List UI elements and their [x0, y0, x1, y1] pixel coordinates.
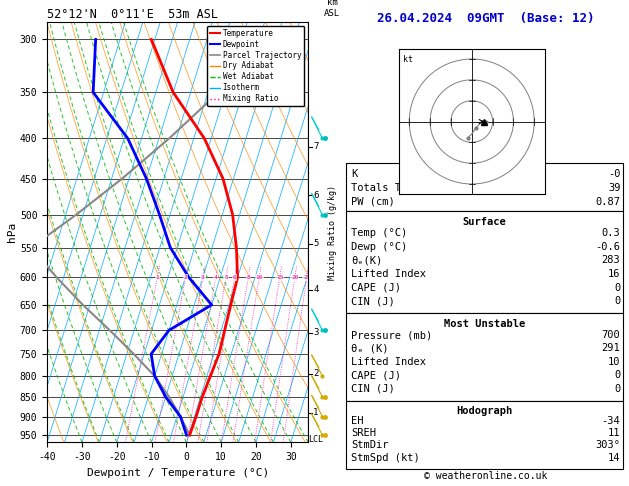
Text: © weatheronline.co.uk: © weatheronline.co.uk — [424, 471, 548, 481]
Text: kt: kt — [403, 55, 413, 64]
Text: Dewp (°C): Dewp (°C) — [352, 242, 408, 252]
Text: 3: 3 — [201, 275, 205, 280]
Text: CIN (J): CIN (J) — [352, 384, 395, 394]
Text: 303°: 303° — [596, 440, 620, 451]
Text: 52°12'N  0°11'E  53m ASL: 52°12'N 0°11'E 53m ASL — [47, 8, 218, 21]
Text: Hodograph: Hodograph — [457, 406, 513, 416]
Bar — [346, 211, 623, 313]
Text: 700: 700 — [602, 330, 620, 340]
Text: θₑ (K): θₑ (K) — [352, 344, 389, 353]
Text: Surface: Surface — [462, 217, 506, 227]
Text: 3: 3 — [313, 328, 319, 337]
Text: 283: 283 — [602, 256, 620, 265]
Text: Lifted Index: Lifted Index — [352, 269, 426, 279]
Text: 6: 6 — [233, 275, 237, 280]
Text: Pressure (mb): Pressure (mb) — [352, 330, 433, 340]
Text: 0: 0 — [614, 296, 620, 306]
Bar — [346, 401, 623, 469]
Text: 14: 14 — [608, 453, 620, 463]
Text: 25: 25 — [303, 275, 311, 280]
Text: 0.87: 0.87 — [596, 197, 620, 207]
Text: -0: -0 — [608, 169, 620, 179]
X-axis label: Dewpoint / Temperature (°C): Dewpoint / Temperature (°C) — [87, 468, 269, 478]
Text: StmDir: StmDir — [352, 440, 389, 451]
Text: CIN (J): CIN (J) — [352, 296, 395, 306]
Text: 5: 5 — [224, 275, 228, 280]
Text: 8: 8 — [247, 275, 250, 280]
Text: CAPE (J): CAPE (J) — [352, 370, 401, 381]
Text: 4: 4 — [214, 275, 218, 280]
Bar — [346, 163, 623, 211]
Text: 20: 20 — [291, 275, 299, 280]
Text: CAPE (J): CAPE (J) — [352, 283, 401, 293]
Y-axis label: hPa: hPa — [7, 222, 17, 242]
Legend: Temperature, Dewpoint, Parcel Trajectory, Dry Adiabat, Wet Adiabat, Isotherm, Mi: Temperature, Dewpoint, Parcel Trajectory… — [208, 26, 304, 106]
Text: km
ASL: km ASL — [324, 0, 340, 17]
Text: 0: 0 — [614, 384, 620, 394]
Text: 10: 10 — [255, 275, 263, 280]
Text: 39: 39 — [608, 183, 620, 193]
Text: PW (cm): PW (cm) — [352, 197, 395, 207]
Text: Totals Totals: Totals Totals — [352, 183, 433, 193]
Text: θₑ(K): θₑ(K) — [352, 256, 382, 265]
Text: 6: 6 — [313, 191, 319, 200]
Text: EH: EH — [352, 416, 364, 426]
Text: 0.3: 0.3 — [602, 228, 620, 238]
Text: -34: -34 — [602, 416, 620, 426]
Text: LCL: LCL — [308, 435, 323, 444]
Text: SREH: SREH — [352, 428, 376, 438]
Text: 291: 291 — [602, 344, 620, 353]
Text: 1: 1 — [155, 275, 159, 280]
Text: 16: 16 — [608, 269, 620, 279]
Text: 5: 5 — [313, 239, 319, 248]
Text: 7: 7 — [313, 142, 319, 151]
Text: 2: 2 — [313, 369, 319, 379]
Text: 0: 0 — [614, 283, 620, 293]
Text: 15: 15 — [276, 275, 284, 280]
Text: Lifted Index: Lifted Index — [352, 357, 426, 367]
Text: 26.04.2024  09GMT  (Base: 12): 26.04.2024 09GMT (Base: 12) — [377, 12, 594, 25]
Text: 11: 11 — [608, 428, 620, 438]
Text: 0: 0 — [614, 370, 620, 381]
Text: K: K — [352, 169, 358, 179]
Text: 1: 1 — [313, 408, 319, 417]
Text: Temp (°C): Temp (°C) — [352, 228, 408, 238]
Text: Mixing Ratio (g/kg): Mixing Ratio (g/kg) — [328, 185, 337, 279]
Text: 4: 4 — [313, 285, 319, 294]
Bar — [346, 313, 623, 401]
Text: -0.6: -0.6 — [596, 242, 620, 252]
Text: StmSpd (kt): StmSpd (kt) — [352, 453, 420, 463]
Text: Most Unstable: Most Unstable — [444, 319, 525, 329]
Text: 10: 10 — [608, 357, 620, 367]
Text: 2: 2 — [184, 275, 187, 280]
